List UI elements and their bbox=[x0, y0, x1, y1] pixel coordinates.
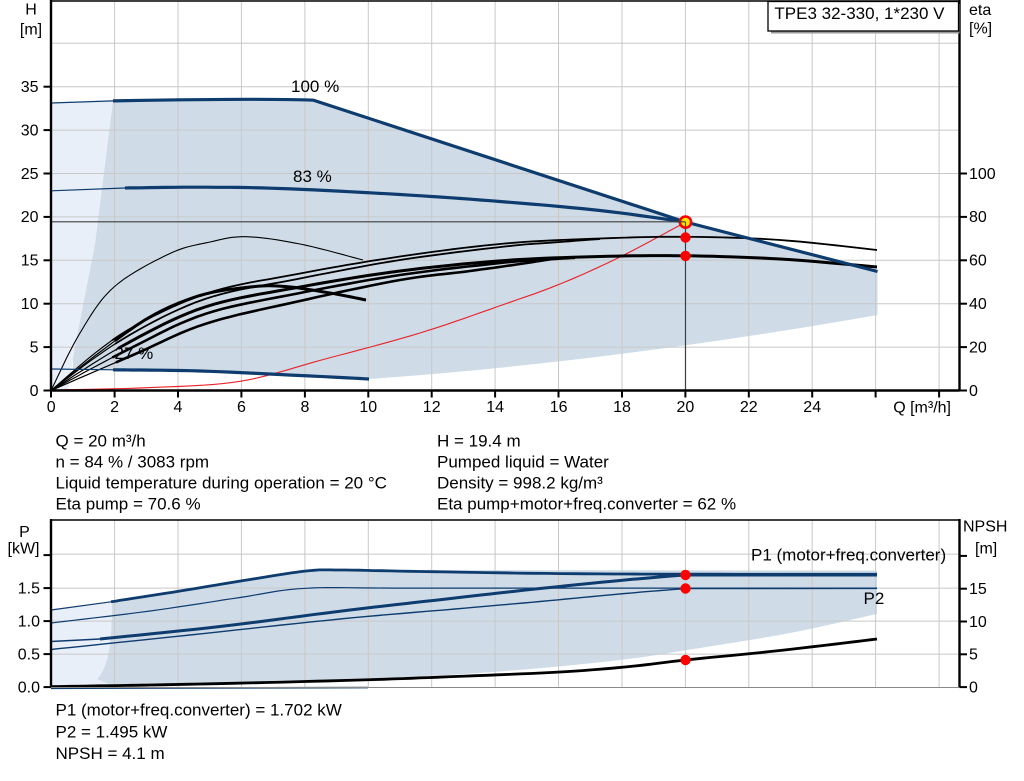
svg-text:0.0: 0.0 bbox=[18, 679, 40, 696]
svg-text:Eta pump = 70.6 %: Eta pump = 70.6 % bbox=[56, 495, 201, 514]
svg-text:eta: eta bbox=[969, 2, 991, 19]
svg-text:27 %: 27 % bbox=[115, 344, 154, 363]
svg-text:8: 8 bbox=[300, 399, 309, 416]
svg-text:0: 0 bbox=[969, 679, 978, 696]
svg-text:12: 12 bbox=[423, 399, 441, 416]
svg-text:P1 (motor+freq.converter): P1 (motor+freq.converter) bbox=[751, 546, 946, 565]
svg-text:Eta pump+motor+freq.converter: Eta pump+motor+freq.converter = 62 % bbox=[437, 495, 736, 514]
svg-text:n = 84 % / 3083 rpm: n = 84 % / 3083 rpm bbox=[56, 452, 210, 471]
svg-text:30: 30 bbox=[21, 122, 39, 139]
svg-text:NPSH: NPSH bbox=[963, 519, 1007, 536]
svg-text:P2 = 1.495 kW: P2 = 1.495 kW bbox=[56, 722, 168, 741]
svg-text:5: 5 bbox=[30, 339, 39, 356]
svg-text:0: 0 bbox=[969, 383, 978, 400]
svg-text:25: 25 bbox=[21, 166, 39, 183]
svg-text:14: 14 bbox=[486, 399, 504, 416]
svg-text:60: 60 bbox=[969, 253, 987, 270]
svg-text:[%]: [%] bbox=[969, 21, 992, 38]
svg-text:H: H bbox=[25, 2, 37, 19]
svg-text:24: 24 bbox=[803, 399, 821, 416]
svg-text:[kW]: [kW] bbox=[8, 541, 40, 558]
svg-text:80: 80 bbox=[969, 209, 987, 226]
svg-text:4: 4 bbox=[174, 399, 183, 416]
svg-text:2: 2 bbox=[110, 399, 119, 416]
svg-text:5: 5 bbox=[969, 647, 978, 664]
svg-text:1.0: 1.0 bbox=[18, 613, 40, 630]
svg-text:TPE3 32-330, 1*230 V: TPE3 32-330, 1*230 V bbox=[774, 4, 945, 23]
svg-text:[m]: [m] bbox=[975, 541, 997, 558]
svg-text:16: 16 bbox=[550, 399, 568, 416]
svg-text:P: P bbox=[19, 524, 30, 541]
svg-text:0.5: 0.5 bbox=[18, 646, 40, 663]
svg-text:20: 20 bbox=[969, 339, 987, 356]
svg-text:10: 10 bbox=[969, 614, 987, 631]
svg-text:Q [m³/h]: Q [m³/h] bbox=[893, 400, 951, 417]
svg-text:P1 (motor+freq.converter) = 1.: P1 (motor+freq.converter) = 1.702 kW bbox=[56, 701, 342, 720]
svg-text:22: 22 bbox=[740, 399, 758, 416]
svg-text:Liquid temperature during oper: Liquid temperature during operation = 20… bbox=[56, 474, 387, 493]
svg-text:[m]: [m] bbox=[20, 22, 42, 39]
svg-text:40: 40 bbox=[969, 296, 987, 313]
svg-text:100: 100 bbox=[969, 166, 996, 183]
svg-text:20: 20 bbox=[21, 209, 39, 226]
svg-text:1.5: 1.5 bbox=[18, 580, 40, 597]
svg-text:15: 15 bbox=[21, 253, 39, 270]
svg-text:18: 18 bbox=[613, 399, 631, 416]
svg-text:Q = 20 m³/h: Q = 20 m³/h bbox=[56, 431, 146, 450]
svg-text:P2: P2 bbox=[864, 589, 885, 608]
svg-text:10: 10 bbox=[21, 296, 39, 313]
svg-text:Density = 998.2 kg/m³: Density = 998.2 kg/m³ bbox=[437, 474, 603, 493]
svg-text:0: 0 bbox=[47, 399, 56, 416]
svg-text:20: 20 bbox=[677, 399, 695, 416]
svg-text:35: 35 bbox=[21, 79, 39, 96]
svg-text:0: 0 bbox=[30, 383, 39, 400]
svg-text:6: 6 bbox=[237, 399, 246, 416]
svg-text:10: 10 bbox=[359, 399, 377, 416]
svg-text:Pumped liquid = Water: Pumped liquid = Water bbox=[437, 452, 609, 471]
svg-text:H = 19.4 m: H = 19.4 m bbox=[437, 431, 521, 450]
svg-text:NPSH = 4.1 m: NPSH = 4.1 m bbox=[56, 744, 165, 763]
svg-text:15: 15 bbox=[969, 581, 987, 598]
svg-text:83 %: 83 % bbox=[293, 167, 332, 186]
svg-text:100 %: 100 % bbox=[291, 77, 339, 96]
